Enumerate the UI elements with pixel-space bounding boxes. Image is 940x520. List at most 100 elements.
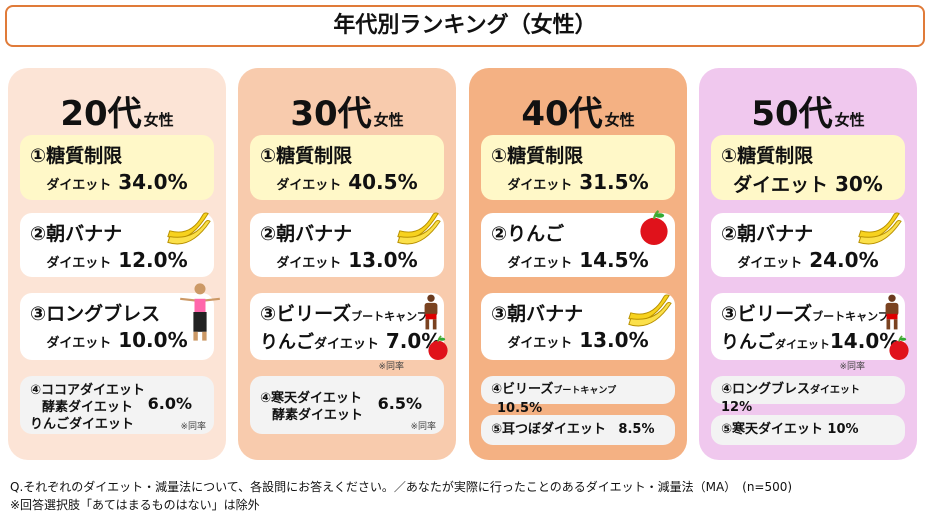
item-line: ⑤寒天ダイエット 10%: [721, 421, 895, 438]
value: 31.5%: [579, 170, 649, 194]
gender: 女性: [834, 111, 865, 129]
item-line: ダイエット 31.5%: [491, 170, 665, 194]
item-name: ④寒天ダイエット: [260, 391, 362, 406]
apple-icon: [637, 209, 671, 247]
banana-icon: [625, 289, 673, 329]
item-line: ダイエット 30%: [721, 170, 895, 197]
banana-icon: [855, 207, 903, 247]
rank-box: ④寒天ダイエット 酵素ダイエット 6.5% ※同率: [250, 376, 444, 434]
rank-box: ①糖質制限 ダイエット 30%: [711, 135, 905, 200]
banana-icon: [164, 207, 212, 247]
apple-icon: [426, 335, 450, 361]
note: ※同率: [180, 422, 206, 432]
rank-box: ④ビリーズブートキャンプ 10.5%: [481, 376, 675, 416]
name-small: ブートキャンプ: [351, 310, 428, 323]
item-name: ③ビリーズブートキャンプ: [260, 299, 434, 326]
value: 24.0%: [809, 248, 879, 272]
item-line: ダイエット 12.0%: [30, 248, 204, 272]
rank-box: ②朝バナナ ダイエット 13.0%: [250, 213, 444, 277]
woman-icon: [178, 281, 222, 343]
gender: 女性: [143, 111, 174, 129]
suffix: ダイエット: [314, 337, 379, 352]
gender: 女性: [604, 111, 635, 129]
value: 13.0%: [579, 328, 649, 352]
name2: りんご: [260, 332, 314, 353]
suffix: ダイエット: [276, 178, 342, 193]
name: ⑤耳つぼダイエット: [491, 422, 606, 437]
item-line: ④ビリーズブートキャンプ 10.5%: [491, 381, 665, 417]
item-name: ③ロングブレス: [30, 303, 161, 325]
name: ④ビリーズ: [491, 382, 554, 397]
footnote: ※回答選択肢「あてはまるものはない」は除外: [10, 498, 260, 512]
item-name: ②朝バナナ: [30, 223, 123, 245]
item-name: りんごダイエット: [30, 417, 134, 432]
rank-box: ④ロングブレスダイエット 12%: [711, 376, 905, 415]
value: 14.5%: [579, 248, 649, 272]
value: 10.5%: [497, 401, 543, 416]
rank-box: ②朝バナナ ダイエット 24.0%: [711, 213, 905, 277]
value: 12.0%: [118, 248, 188, 272]
column: 30代 女性 ①糖質制限 ダイエット 40.5% ②朝バナナ ダイエット 13.0…: [238, 68, 456, 460]
item-name: ③ビリーズブートキャンプ: [721, 299, 895, 326]
suffix: ダイエット: [507, 256, 573, 271]
item-name: ③朝バナナ: [491, 303, 584, 325]
value: 6.0%: [147, 394, 192, 413]
item-name: ②朝バナナ: [721, 223, 814, 245]
value: 6.5%: [377, 394, 422, 413]
suffix: ダイエット: [733, 174, 828, 196]
name-small: ブートキャンプ: [553, 386, 617, 396]
value: 34.0%: [118, 170, 188, 194]
gender: 女性: [373, 111, 404, 129]
suffix: ダイエット: [46, 256, 112, 271]
item-name: ①糖質制限: [260, 145, 353, 167]
item-name: ①糖質制限: [30, 145, 123, 167]
item-line: ダイエット 34.0%: [30, 170, 204, 194]
note: ※同率: [410, 422, 436, 432]
value: 8.5%: [618, 422, 655, 437]
item-line: りんごダイエット 7.0%: [260, 328, 441, 354]
suffix: ダイエット: [737, 256, 803, 271]
item-line: ④ロングブレスダイエット 12%: [721, 381, 895, 416]
note: ※同率: [839, 362, 865, 372]
rank-box: ⑤耳つぼダイエット 8.5%: [481, 415, 675, 445]
item-line: ⑤耳つぼダイエット 8.5%: [491, 421, 665, 438]
name-small: ブートキャンプ: [812, 310, 889, 323]
item-line: ダイエット 10.0%: [30, 328, 204, 352]
rank-box: ①糖質制限 ダイエット 31.5%: [481, 135, 675, 200]
item-name: ①糖質制限: [721, 145, 814, 167]
item-name: ②朝バナナ: [260, 223, 353, 245]
item-name: 酵素ダイエット: [42, 400, 133, 415]
rank-box: ③朝バナナ ダイエット 13.0%: [481, 293, 675, 360]
value: 10%: [827, 422, 859, 437]
age: 50代: [751, 94, 833, 134]
banana-icon: [394, 207, 442, 247]
age: 30代: [290, 94, 372, 134]
age: 40代: [521, 94, 603, 134]
item-line: ダイエット 40.5%: [260, 170, 434, 194]
column: 20代 女性 ①糖質制限 ダイエット 34.0% ②朝バナナ ダイエット 12.0…: [8, 68, 226, 460]
man-icon: [420, 293, 442, 331]
value: 13.0%: [348, 248, 418, 272]
rank-box: ⑤寒天ダイエット 10%: [711, 415, 905, 445]
rank-box: ①糖質制限 ダイエット 40.5%: [250, 135, 444, 200]
column: 50代 女性 ①糖質制限 ダイエット 30% ②朝バナナ ダイエット 24.0% …: [699, 68, 917, 460]
rank-box: ③ビリーズブートキャンプ りんごダイエット14.0% ※同率: [711, 293, 905, 372]
age: 20代: [60, 94, 142, 134]
item-line: ダイエット 14.5%: [491, 248, 665, 272]
value: 30%: [834, 172, 883, 196]
rank-box: ②朝バナナ ダイエット 12.0%: [20, 213, 214, 277]
item-name: ④ココアダイエット: [30, 383, 145, 398]
value: 14.0%: [829, 329, 900, 353]
name: ④ロングブレス: [721, 382, 811, 397]
item-name: 酵素ダイエット: [272, 408, 363, 423]
suffix: ダイエット: [810, 385, 860, 396]
suffix: ダイエット: [775, 338, 830, 351]
item-name: ②りんご: [491, 223, 565, 245]
item-line: ダイエット 13.0%: [491, 328, 665, 352]
value: 40.5%: [348, 170, 418, 194]
name: ③ビリーズ: [260, 303, 352, 325]
suffix: ダイエット: [276, 256, 342, 271]
rank-box: ④ココアダイエット 酵素ダイエット りんごダイエット 6.0% ※同率: [20, 376, 214, 434]
suffix: ダイエット: [507, 336, 573, 351]
